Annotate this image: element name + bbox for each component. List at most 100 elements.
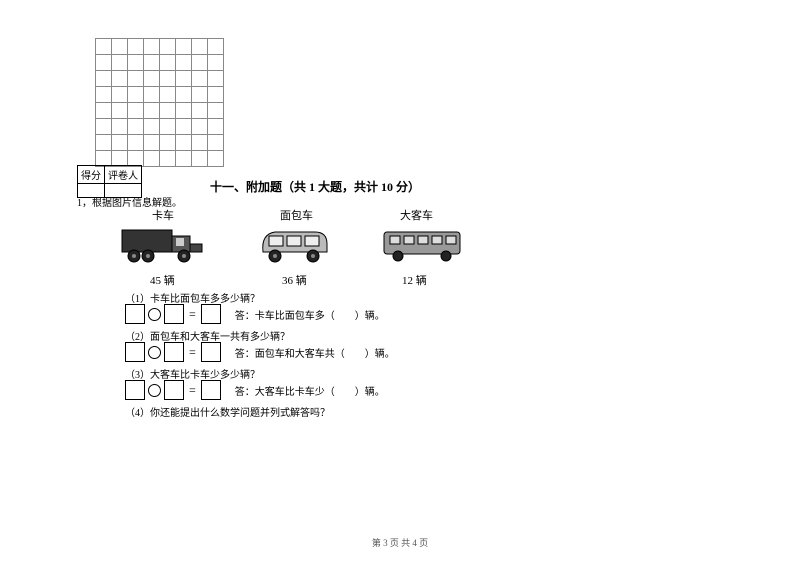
grid-cell[interactable]	[128, 135, 144, 151]
grid-cell[interactable]	[144, 71, 160, 87]
grid-cell[interactable]	[96, 39, 112, 55]
grid-cell[interactable]	[112, 119, 128, 135]
grid-cell[interactable]	[192, 119, 208, 135]
sub-question-2: （2）面包车和大客车一共有多少辆？	[125, 328, 290, 343]
grid-cell[interactable]	[176, 39, 192, 55]
grid-cell[interactable]	[208, 103, 224, 119]
grid-cell[interactable]	[96, 103, 112, 119]
grid-cell[interactable]	[112, 71, 128, 87]
blank-box[interactable]	[201, 304, 221, 324]
blank-box[interactable]	[201, 342, 221, 362]
grid-cell[interactable]	[192, 71, 208, 87]
grid-cell[interactable]	[96, 87, 112, 103]
truck-icon	[120, 222, 205, 266]
grid-cell[interactable]	[96, 71, 112, 87]
grid-cell[interactable]	[208, 87, 224, 103]
grid-cell[interactable]	[144, 39, 160, 55]
bus-count: 12 辆	[402, 272, 427, 288]
grid-cell[interactable]	[192, 39, 208, 55]
equals-sign: =	[189, 345, 196, 360]
grid-cell[interactable]	[112, 135, 128, 151]
grid-cell[interactable]	[128, 55, 144, 71]
grid-cell[interactable]	[176, 119, 192, 135]
score-label: 得分	[78, 166, 105, 184]
grid-cell[interactable]	[208, 55, 224, 71]
section-title: 十一、附加题（共 1 大题，共计 10 分）	[210, 178, 420, 195]
grid-cell[interactable]	[192, 87, 208, 103]
grid-cell[interactable]	[96, 135, 112, 151]
grid-cell[interactable]	[160, 55, 176, 71]
answer-text-1: 答：卡车比面包车多（ ）辆。	[235, 307, 385, 322]
equation-row-1: = 答：卡车比面包车多（ ）辆。	[125, 304, 385, 324]
grid-cell[interactable]	[128, 119, 144, 135]
blank-box[interactable]	[125, 304, 145, 324]
grid-cell[interactable]	[112, 39, 128, 55]
bus-icon	[380, 228, 465, 264]
grid-cell[interactable]	[208, 151, 224, 167]
grid-cell[interactable]	[144, 151, 160, 167]
blank-box[interactable]	[164, 342, 184, 362]
grid-cell[interactable]	[176, 71, 192, 87]
grid-cell[interactable]	[144, 87, 160, 103]
grid-cell[interactable]	[96, 55, 112, 71]
sub-question-3: （3）大客车比卡车少多少辆？	[125, 366, 260, 381]
grid-cell[interactable]	[96, 119, 112, 135]
grid-cell[interactable]	[208, 135, 224, 151]
blank-box[interactable]	[164, 380, 184, 400]
grid-cell[interactable]	[128, 39, 144, 55]
equals-sign: =	[189, 307, 196, 322]
blank-box[interactable]	[164, 304, 184, 324]
grid-cell[interactable]	[208, 119, 224, 135]
van-label: 面包车	[280, 207, 313, 223]
answer-grid	[95, 38, 224, 167]
grid-cell[interactable]	[112, 87, 128, 103]
operator-circle[interactable]	[148, 346, 161, 359]
truck-label: 卡车	[152, 207, 174, 223]
grid-cell[interactable]	[176, 87, 192, 103]
grid-cell[interactable]	[128, 103, 144, 119]
blank-box[interactable]	[125, 380, 145, 400]
bus-label: 大客车	[400, 207, 433, 223]
grid-cell[interactable]	[208, 71, 224, 87]
grid-cell[interactable]	[144, 55, 160, 71]
grid-cell[interactable]	[128, 71, 144, 87]
grid-cell[interactable]	[208, 39, 224, 55]
equals-sign: =	[189, 383, 196, 398]
grid-cell[interactable]	[160, 39, 176, 55]
grid-cell[interactable]	[144, 103, 160, 119]
grid-cell[interactable]	[128, 87, 144, 103]
truck-count: 45 辆	[150, 272, 175, 288]
equation-row-2: = 答：面包车和大客车共（ ）辆。	[125, 342, 395, 362]
blank-box[interactable]	[201, 380, 221, 400]
grid-cell[interactable]	[192, 135, 208, 151]
van-icon	[255, 224, 335, 266]
operator-circle[interactable]	[148, 384, 161, 397]
grid-cell[interactable]	[192, 55, 208, 71]
answer-text-3: 答：大客车比卡车少（ ）辆。	[235, 383, 385, 398]
blank-box[interactable]	[125, 342, 145, 362]
grid-cell[interactable]	[160, 151, 176, 167]
grid-cell[interactable]	[160, 135, 176, 151]
page-footer: 第 3 页 共 4 页	[0, 536, 800, 549]
van-count: 36 辆	[282, 272, 307, 288]
grid-cell[interactable]	[176, 135, 192, 151]
answer-text-2: 答：面包车和大客车共（ ）辆。	[235, 345, 395, 360]
sub-question-4: （4）你还能提出什么数学问题并列式解答吗？	[125, 404, 330, 419]
grid-cell[interactable]	[112, 55, 128, 71]
grid-cell[interactable]	[112, 103, 128, 119]
sub-question-1: （1）卡车比面包车多多少辆？	[125, 290, 260, 305]
grid-cell[interactable]	[176, 151, 192, 167]
grid-cell[interactable]	[144, 135, 160, 151]
equation-row-3: = 答：大客车比卡车少（ ）辆。	[125, 380, 385, 400]
grid-cell[interactable]	[176, 103, 192, 119]
grid-cell[interactable]	[192, 103, 208, 119]
grid-cell[interactable]	[160, 71, 176, 87]
grader-label: 评卷人	[105, 166, 142, 184]
grid-cell[interactable]	[160, 87, 176, 103]
operator-circle[interactable]	[148, 308, 161, 321]
grid-cell[interactable]	[160, 119, 176, 135]
grid-cell[interactable]	[160, 103, 176, 119]
grid-cell[interactable]	[144, 119, 160, 135]
grid-cell[interactable]	[176, 55, 192, 71]
grid-cell[interactable]	[192, 151, 208, 167]
